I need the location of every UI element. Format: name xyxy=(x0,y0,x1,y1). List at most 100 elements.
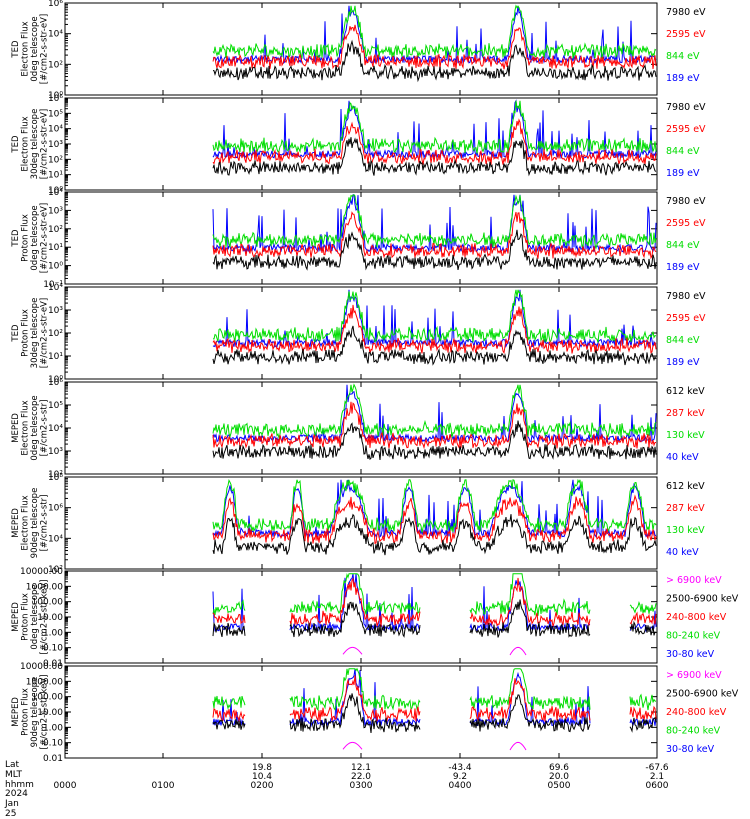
panel-8: 0.01 0.10 1.00 10.00 100.00 1000.00 10000.00 ME… xyxy=(11,662,739,764)
series-line xyxy=(212,325,657,366)
y-tick-label: 10¹ xyxy=(48,352,63,362)
y-tick-label: 10000.00 xyxy=(20,662,63,672)
legend-entry: 80-240 keV xyxy=(666,726,721,737)
y-axis-label-line: Proton Flux xyxy=(20,593,30,641)
y-axis-label-line: 0deg telescope xyxy=(30,395,40,460)
y-axis-label-line: 30deg telescope xyxy=(30,109,40,180)
legend-entry: 7980 eV xyxy=(666,102,706,113)
legend-entry: 7980 eV xyxy=(666,291,706,302)
y-tick-label: 10³ xyxy=(48,206,63,216)
footer-lat: -67.6 xyxy=(645,763,669,773)
legend-entry: 2595 eV xyxy=(666,218,706,229)
series-line xyxy=(212,513,657,556)
legend-entry: > 6900 keV xyxy=(666,575,722,586)
legend-entry: 189 eV xyxy=(666,168,700,179)
footer-lat: 12.1 xyxy=(351,763,371,773)
legend-entry: 189 eV xyxy=(666,357,700,368)
y-axis-label-line: [#/cm2-s-str-keV] xyxy=(39,675,49,750)
y-axis-label-line: [#/cm2-s-str-eV] xyxy=(39,298,49,368)
footer-lat: 19.8 xyxy=(252,763,272,773)
series-line xyxy=(212,479,657,539)
series-line xyxy=(212,383,657,440)
y-tick-label: 10² xyxy=(48,470,63,480)
panel-4: 10⁰ 10¹ 10² 10³ 10⁴ TED Proton Flux 30deg teles… xyxy=(11,283,706,385)
footer-hhmm: 0400 xyxy=(449,781,472,791)
series-line xyxy=(212,211,657,260)
legend-entry: 7980 eV xyxy=(666,196,706,207)
panel-frame xyxy=(64,2,658,96)
footer-hhmm-label: hhmm xyxy=(5,780,34,790)
series-line xyxy=(212,693,657,734)
series-line xyxy=(212,229,657,271)
series-line xyxy=(213,289,657,344)
footer-hhmm: 0100 xyxy=(152,781,175,791)
y-axis-label-line: Proton Flux xyxy=(20,309,30,357)
y-tick-label: 10³ xyxy=(48,447,63,457)
y-tick-label: 10000.00 xyxy=(20,567,63,577)
legend-entry: 844 eV xyxy=(666,240,700,251)
panel-3: 10⁻¹ 10⁰ 10¹ 10² 10³ 10⁴ TED Proton Flux 0deg te… xyxy=(11,188,706,290)
legend-entry: 7980 eV xyxy=(666,7,706,18)
legend-entry: 2500-6900 keV xyxy=(666,689,739,700)
footer-mlt: 9.2 xyxy=(453,772,467,782)
panel-frame xyxy=(64,286,658,380)
legend-entry: 844 eV xyxy=(666,51,700,62)
series-line xyxy=(212,137,657,177)
y-tick-label: 10² xyxy=(48,329,63,339)
series-line xyxy=(212,577,657,628)
y-axis-label-line: MEPED xyxy=(11,697,21,727)
footer-hhmm: 0200 xyxy=(251,781,274,791)
panel-5: 10² 10³ 10⁴ 10⁵ 10⁶ MEPED Electron Flux 0deg te… xyxy=(11,378,705,480)
legend-entry: 2595 eV xyxy=(666,313,706,324)
y-axis-label-line: TED xyxy=(11,135,21,154)
footer-hhmm: 0600 xyxy=(646,781,669,791)
y-axis-label-line: 90deg telescope xyxy=(30,677,40,748)
footer-lat: 69.6 xyxy=(549,763,569,773)
y-tick-label: 10⁴ xyxy=(48,125,63,135)
series-line xyxy=(342,741,527,751)
legend-entry: 189 eV xyxy=(666,73,700,84)
legend-entry: 240-800 keV xyxy=(666,707,727,718)
series-line xyxy=(212,39,657,83)
y-axis-label-line: [#/cm2-s-str-eV] xyxy=(39,109,49,179)
footer-mlt: 2.1 xyxy=(650,772,664,782)
legend-entry: > 6900 keV xyxy=(666,670,722,681)
legend-entry: 189 eV xyxy=(666,262,700,273)
y-tick-label: 10⁶ xyxy=(48,378,63,388)
y-axis-label-line: Electron Flux xyxy=(20,21,30,76)
y-tick-label: 10³ xyxy=(48,140,63,150)
y-axis-label-line: Proton Flux xyxy=(20,214,30,262)
footer-hhmm: 0500 xyxy=(548,781,571,791)
footer-mlt: 10.4 xyxy=(252,772,272,782)
y-tick-label: 1000.00 xyxy=(26,582,63,592)
footer-tick: 0000 xyxy=(54,781,77,791)
series-line xyxy=(212,401,656,450)
y-axis-label-line: Proton Flux xyxy=(20,688,30,736)
panel-6: 10² 10⁴ 10⁶ 10⁸ MEPED Electron Flux 90deg tele… xyxy=(11,473,705,575)
y-tick-label: 0.10 xyxy=(43,739,63,749)
y-axis-label-line: [#/cm2-s-str-keV] xyxy=(39,580,49,655)
y-tick-label: 10⁰ xyxy=(48,262,63,272)
y-tick-label: 10.00 xyxy=(37,708,63,718)
footer-hhmm: 0000 xyxy=(54,781,77,791)
y-axis-label-line: 0deg telescope xyxy=(30,205,40,270)
footer-mlt-label: MLT xyxy=(5,770,23,780)
y-axis-label-line: Electron Flux xyxy=(20,400,30,455)
legend-entry: 30-80 keV xyxy=(666,649,715,660)
legend-entry: 40 keV xyxy=(666,452,699,463)
series-line xyxy=(212,494,657,546)
legend-entry: 30-80 keV xyxy=(666,744,715,755)
series-line xyxy=(212,420,657,461)
legend-entry: 844 eV xyxy=(666,146,700,157)
y-tick-label: 100.00 xyxy=(32,598,64,608)
y-axis-label-line: [#/cm2-s-str] xyxy=(39,495,49,552)
y-axis-label-line: 0deg telescope xyxy=(30,584,40,649)
y-tick-label: 1000.00 xyxy=(26,677,63,687)
y-tick-label: 10⁶ xyxy=(48,0,63,9)
panel-frame xyxy=(64,570,658,664)
y-tick-label: 1.00 xyxy=(43,723,63,733)
footer-hhmm: 0300 xyxy=(350,781,373,791)
